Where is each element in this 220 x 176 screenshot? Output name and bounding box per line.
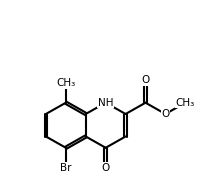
Text: NH: NH xyxy=(98,98,114,108)
Text: O: O xyxy=(141,75,150,85)
Text: CH₃: CH₃ xyxy=(176,98,195,108)
Text: Br: Br xyxy=(60,163,72,173)
Text: CH₃: CH₃ xyxy=(56,78,75,88)
Text: O: O xyxy=(102,163,110,173)
Text: O: O xyxy=(161,109,170,119)
